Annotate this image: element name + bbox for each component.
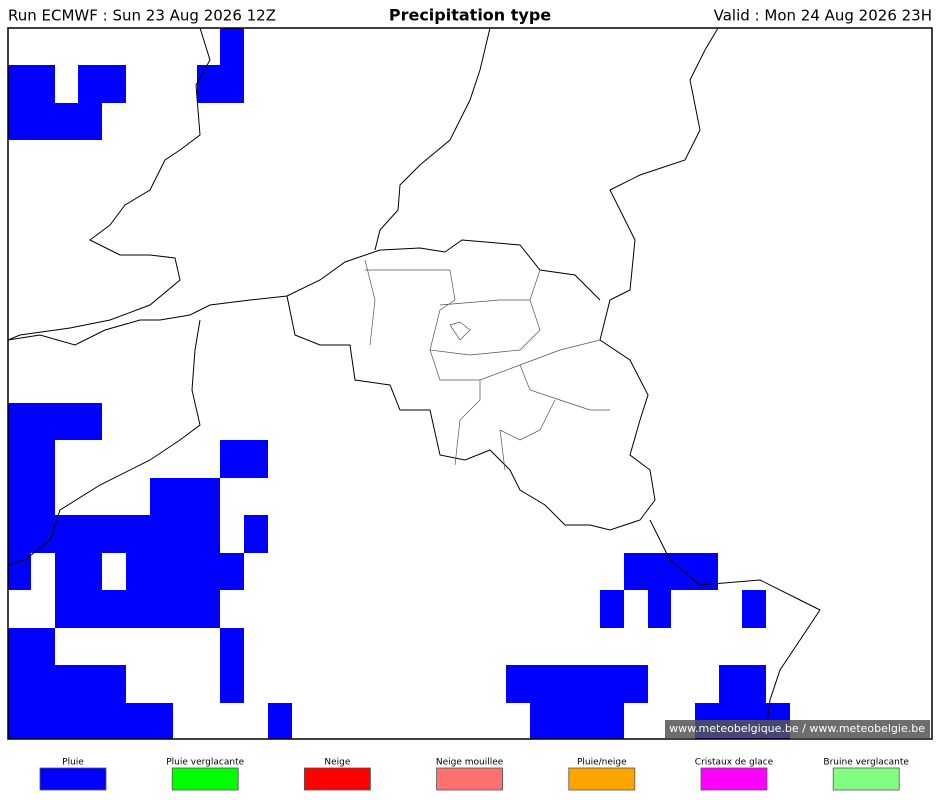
map: © www.meteobelgique.be / www.meteobelgie… — [7, 27, 933, 740]
legend-label: Pluie verglacante — [166, 758, 244, 768]
credit: © www.meteobelgique.be / www.meteobelgie… — [655, 722, 926, 735]
legend-label: Pluie/neige — [577, 758, 627, 768]
legend-swatch — [568, 767, 636, 791]
legend: Pluie Pluie verglacante Neige Neige mouille… — [39, 758, 909, 791]
legend-label: Bruine verglacante — [823, 758, 909, 768]
borders — [7, 27, 821, 740]
run-label: Run ECMWF : Sun 23 Aug 2026 12Z — [8, 7, 276, 25]
legend-swatch — [700, 767, 768, 791]
title: Precipitation type — [389, 6, 551, 25]
legend-swatch — [171, 767, 239, 791]
precip-cells — [8, 28, 790, 739]
legend-label: Neige mouillee — [436, 758, 504, 768]
legend-label: Neige — [324, 758, 350, 768]
legend-label: Pluie — [62, 758, 84, 768]
legend-label: Cristaux de glace — [695, 758, 774, 768]
legend-swatch — [832, 767, 900, 791]
valid-label: Valid : Mon 24 Aug 2026 23H — [714, 7, 932, 25]
legend-swatch — [303, 767, 371, 791]
legend-swatch — [436, 767, 504, 791]
legend-swatch — [39, 767, 107, 791]
